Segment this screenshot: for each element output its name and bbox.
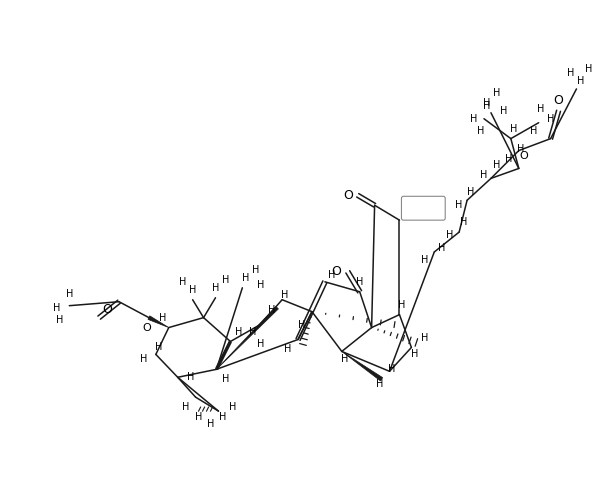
Polygon shape <box>148 316 169 327</box>
Text: H: H <box>207 419 214 429</box>
Text: H: H <box>140 354 147 364</box>
Text: H: H <box>530 126 537 136</box>
Text: H: H <box>182 402 189 412</box>
Text: H: H <box>493 161 501 171</box>
Text: H: H <box>159 312 166 323</box>
Text: H: H <box>484 101 491 111</box>
FancyBboxPatch shape <box>401 196 445 220</box>
Text: O: O <box>343 189 353 202</box>
Text: H: H <box>242 273 249 283</box>
Polygon shape <box>216 306 278 369</box>
Text: H: H <box>222 275 229 285</box>
Text: H: H <box>421 255 428 265</box>
Text: H: H <box>356 277 364 287</box>
Text: H: H <box>376 379 383 389</box>
Text: O: O <box>331 265 341 278</box>
Text: H: H <box>493 88 501 98</box>
Text: H: H <box>298 319 306 329</box>
Text: H: H <box>269 305 276 315</box>
Text: H: H <box>437 243 445 253</box>
Text: H: H <box>470 114 477 124</box>
Text: O: O <box>519 151 528 161</box>
Text: H: H <box>234 326 242 336</box>
Text: H: H <box>537 104 544 114</box>
Text: H: H <box>510 124 518 134</box>
Text: O: O <box>102 303 112 316</box>
Text: H: H <box>481 171 488 181</box>
Text: H: H <box>281 290 289 300</box>
Text: H: H <box>477 126 485 136</box>
Text: H: H <box>500 106 507 116</box>
Text: H: H <box>410 349 418 359</box>
Text: H: H <box>484 98 491 108</box>
Text: H: H <box>222 374 229 384</box>
Polygon shape <box>342 351 382 381</box>
Text: H: H <box>256 339 264 349</box>
Text: H: H <box>195 412 202 422</box>
Text: O: O <box>143 322 151 332</box>
Text: H: H <box>517 144 524 154</box>
Text: H: H <box>219 412 226 422</box>
Text: H: H <box>456 200 463 210</box>
Text: H: H <box>341 354 348 364</box>
Text: H: H <box>248 326 256 336</box>
Text: H: H <box>388 364 395 374</box>
Text: H: H <box>547 114 554 124</box>
Text: H: H <box>187 372 194 382</box>
Text: H: H <box>505 154 513 164</box>
Text: H: H <box>421 332 428 342</box>
Text: H: H <box>55 314 63 325</box>
Text: H: H <box>229 402 236 412</box>
Text: O: O <box>400 210 409 220</box>
Text: H: H <box>460 217 468 227</box>
Text: H: H <box>328 270 336 280</box>
Text: H: H <box>577 76 584 86</box>
Text: H: H <box>467 187 475 197</box>
Text: AcO: AcO <box>413 203 434 213</box>
Text: H: H <box>155 342 163 352</box>
Text: H: H <box>284 344 292 354</box>
Text: H: H <box>585 64 592 74</box>
Text: H: H <box>256 280 264 290</box>
Text: H: H <box>446 230 453 240</box>
Text: H: H <box>212 283 219 293</box>
Text: O: O <box>554 94 563 107</box>
Text: H: H <box>66 289 73 299</box>
Text: H: H <box>398 300 405 310</box>
Text: H: H <box>53 303 60 313</box>
Text: H: H <box>567 68 574 78</box>
Text: H: H <box>179 277 186 287</box>
Text: H: H <box>189 285 196 295</box>
Text: H: H <box>252 265 259 275</box>
